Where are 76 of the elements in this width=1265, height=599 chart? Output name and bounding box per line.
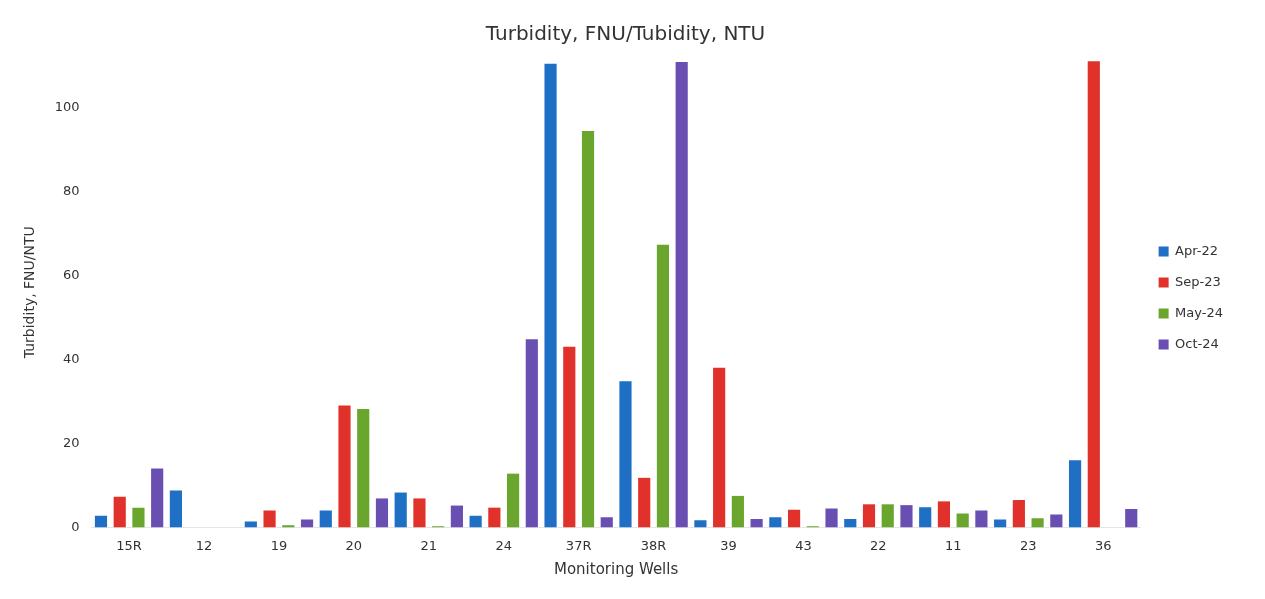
x-tick-label: 38R (640, 537, 667, 553)
bar (825, 508, 838, 528)
x-tick-label: 24 (495, 537, 512, 553)
bar (600, 517, 613, 528)
y-tick-label: 60 (63, 266, 80, 282)
bar (975, 510, 988, 528)
bar (169, 490, 182, 528)
bar (675, 62, 688, 528)
bar (94, 515, 108, 528)
bar (282, 525, 295, 528)
x-tick-label: 12 (195, 537, 213, 553)
bar (844, 519, 857, 528)
bar (413, 498, 426, 528)
bar (694, 520, 707, 528)
legend-label: Apr-22 (1175, 242, 1219, 258)
bar (956, 513, 969, 528)
x-axis-title: Monitoring Wells (553, 559, 679, 578)
chart-title: Turbidity, FNU/Tubidity, NTU (484, 21, 766, 46)
x-tick-label: 21 (420, 537, 438, 553)
bar (862, 504, 876, 528)
x-tick-label: 11 (945, 537, 962, 553)
legend-label: Sep-23 (1175, 273, 1221, 289)
legend-label: May-24 (1175, 304, 1224, 320)
bar (1050, 514, 1063, 528)
y-tick-label: 100 (54, 98, 80, 114)
bar (1087, 61, 1100, 528)
x-tick-label: 20 (345, 537, 363, 553)
bar (787, 509, 801, 528)
bar (619, 381, 632, 528)
bar (338, 405, 351, 528)
legend-label: Oct-24 (1175, 335, 1219, 351)
bar (544, 63, 557, 528)
bar (563, 346, 576, 528)
bar (1031, 518, 1044, 528)
bar (937, 501, 951, 528)
bar (300, 519, 314, 528)
bar (769, 517, 782, 528)
bar (525, 339, 538, 528)
bar (1125, 508, 1138, 528)
bar (263, 510, 276, 528)
bar (394, 492, 407, 528)
y-tick-label: 0 (71, 518, 80, 534)
y-tick-label: 20 (63, 434, 80, 450)
bar (507, 473, 520, 528)
bar (919, 507, 932, 528)
bar (469, 515, 482, 528)
bar (900, 505, 913, 528)
bar (450, 505, 463, 528)
y-tick-label: 40 (63, 350, 80, 366)
bar (357, 408, 370, 528)
bar (881, 504, 894, 528)
bar (656, 244, 670, 528)
bar (132, 507, 145, 528)
bar (319, 510, 332, 528)
bar (151, 468, 164, 528)
x-tick-label: 39 (720, 537, 737, 553)
x-tick-label: 23 (1019, 537, 1037, 553)
x-tick-label: 36 (1094, 537, 1112, 553)
bar (375, 498, 389, 528)
y-axis-title: Turbidity, FNU/NTU (21, 226, 38, 360)
x-tick-label: 19 (270, 537, 288, 553)
x-tick-label: 22 (870, 537, 887, 553)
bar (1012, 500, 1025, 528)
x-tick-label: 43 (795, 537, 812, 553)
bar (488, 507, 501, 528)
bar (994, 519, 1007, 528)
bar (713, 367, 726, 528)
y-tick-label: 80 (63, 182, 80, 198)
bar (113, 496, 126, 528)
bar (1068, 460, 1082, 528)
x-tick-label: 37R (565, 537, 592, 553)
bar (581, 130, 595, 528)
bar (750, 519, 763, 528)
x-tick-label: 15R (116, 537, 142, 553)
bar (638, 477, 651, 528)
bar (731, 495, 744, 528)
